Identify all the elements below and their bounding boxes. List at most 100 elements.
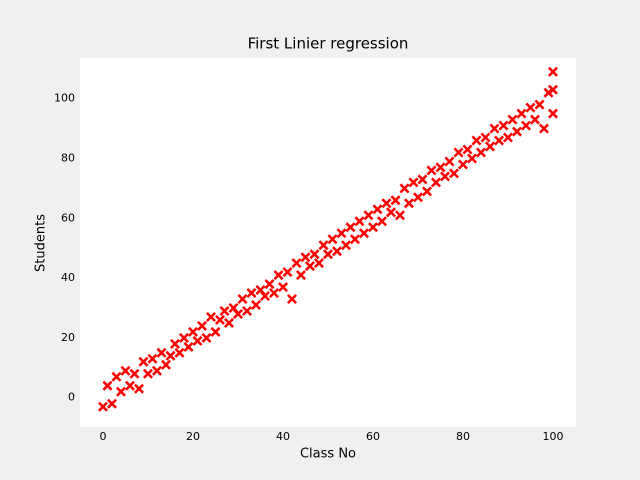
point <box>525 102 536 113</box>
point <box>548 66 558 77</box>
point <box>98 401 108 412</box>
point <box>521 120 531 131</box>
point <box>453 147 464 158</box>
point <box>489 123 500 134</box>
x-tick-label: 80 <box>456 430 470 443</box>
point <box>183 341 194 352</box>
point <box>251 300 261 310</box>
point <box>138 356 149 367</box>
point <box>503 132 513 143</box>
point <box>440 171 450 182</box>
point <box>395 210 405 221</box>
point <box>359 228 369 239</box>
point <box>516 108 527 119</box>
point <box>309 249 320 260</box>
point <box>467 153 477 164</box>
point <box>323 249 333 260</box>
point <box>498 120 509 131</box>
point <box>350 234 360 245</box>
point <box>242 306 252 316</box>
y-tick-label: 80 <box>61 151 75 164</box>
point <box>390 195 401 206</box>
y-tick-label: 100 <box>54 92 75 105</box>
x-tick-label: 20 <box>186 430 200 443</box>
point <box>111 371 122 382</box>
point <box>539 123 549 134</box>
point <box>282 267 293 278</box>
point <box>548 108 558 119</box>
point <box>300 252 311 263</box>
point <box>264 279 275 290</box>
point <box>201 332 212 343</box>
point <box>215 314 225 325</box>
point <box>363 210 374 221</box>
point <box>179 332 189 343</box>
y-tick-label: 40 <box>61 271 75 284</box>
point <box>480 132 491 143</box>
point <box>377 216 387 227</box>
point <box>548 84 558 95</box>
point <box>372 204 383 215</box>
point <box>170 338 180 349</box>
point <box>386 207 396 218</box>
point <box>345 222 356 233</box>
point <box>224 317 234 328</box>
point <box>102 380 113 391</box>
point <box>129 368 140 379</box>
point <box>273 270 284 281</box>
point <box>494 135 504 146</box>
point <box>147 353 158 364</box>
point <box>237 294 248 304</box>
point <box>341 240 351 251</box>
y-tick-label: 0 <box>68 391 75 404</box>
point <box>512 126 522 137</box>
point <box>449 168 459 179</box>
point <box>233 309 243 319</box>
point <box>165 350 176 361</box>
point <box>431 177 441 188</box>
point <box>287 294 297 304</box>
point <box>368 222 378 233</box>
point <box>206 312 216 322</box>
point <box>125 380 135 391</box>
point <box>354 216 365 227</box>
point <box>210 326 221 337</box>
point <box>462 144 473 155</box>
point <box>476 147 486 158</box>
point <box>152 365 162 376</box>
point <box>260 291 270 301</box>
point <box>417 174 428 185</box>
y-tick-label: 20 <box>61 331 75 344</box>
point <box>269 288 279 298</box>
point <box>318 240 329 251</box>
point <box>336 228 347 239</box>
y-tick-label: 60 <box>61 211 75 224</box>
point <box>219 306 230 316</box>
point <box>278 282 288 293</box>
point <box>507 114 518 125</box>
point <box>426 165 437 176</box>
x-tick-label: 40 <box>276 430 290 443</box>
point <box>246 288 257 298</box>
point <box>485 141 495 152</box>
point <box>399 183 410 194</box>
point <box>381 198 392 209</box>
point <box>435 162 446 173</box>
point <box>188 326 198 337</box>
point <box>107 398 117 409</box>
x-tick-label: 0 <box>99 430 106 443</box>
point <box>327 234 338 245</box>
point <box>413 192 423 203</box>
point <box>120 365 131 376</box>
point <box>174 347 185 358</box>
point <box>116 386 126 397</box>
point <box>458 159 468 170</box>
point <box>332 246 342 257</box>
point <box>143 368 153 379</box>
point <box>314 258 324 269</box>
point <box>404 198 414 209</box>
y-axis-label: Students <box>34 214 49 272</box>
point <box>156 347 167 358</box>
point <box>444 156 455 167</box>
